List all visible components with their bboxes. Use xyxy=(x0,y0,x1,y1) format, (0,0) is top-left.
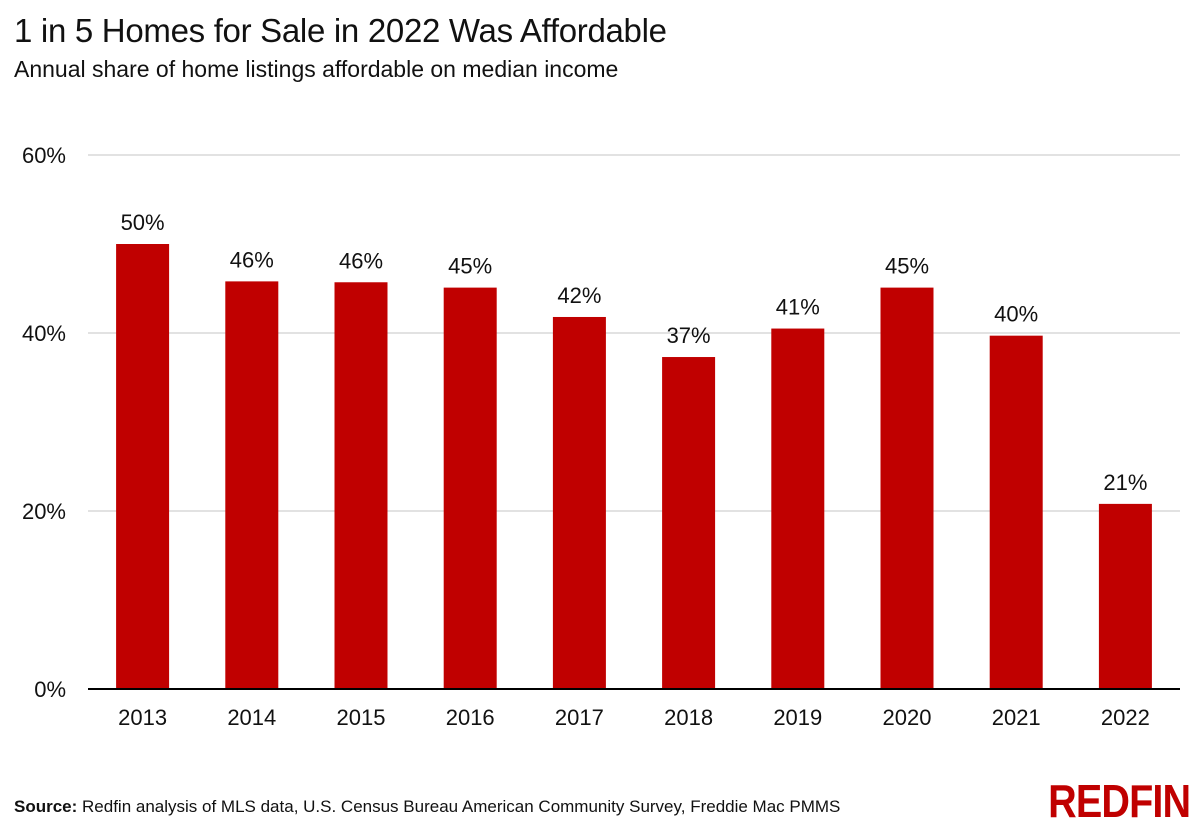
x-tick-label: 2013 xyxy=(118,705,167,730)
data-label: 40% xyxy=(994,302,1038,327)
data-label: 37% xyxy=(667,323,711,348)
data-label: 21% xyxy=(1103,470,1147,495)
bar xyxy=(989,335,1043,689)
y-tick-label: 40% xyxy=(22,321,66,346)
source-label: Source: xyxy=(14,797,78,816)
bar xyxy=(443,287,497,689)
bar xyxy=(662,357,716,689)
x-tick-label: 2019 xyxy=(773,705,822,730)
x-tick-label: 2018 xyxy=(664,705,713,730)
y-tick-label: 20% xyxy=(22,499,66,524)
bar xyxy=(334,282,388,689)
bar xyxy=(1098,503,1152,689)
y-tick-label: 60% xyxy=(22,143,66,168)
redfin-logo: REDFIN xyxy=(1047,775,1191,827)
bar xyxy=(552,316,606,689)
x-tick-label: 2022 xyxy=(1101,705,1150,730)
x-tick-label: 2021 xyxy=(992,705,1041,730)
x-tick-label: 2020 xyxy=(883,705,932,730)
x-tick-label: 2017 xyxy=(555,705,604,730)
data-label: 41% xyxy=(776,295,820,320)
y-tick-label: 0% xyxy=(34,677,66,702)
data-label: 45% xyxy=(885,254,929,279)
data-label: 46% xyxy=(230,247,274,272)
bar-chart: 0% 20% 40% 60% 50% 2013 46% 2014 46% 2015 45% 2016 4… xyxy=(22,143,1180,730)
chart-subtitle: Annual share of home listings affordable… xyxy=(14,56,619,82)
x-tick-label: 2016 xyxy=(446,705,495,730)
source-text: Redfin analysis of MLS data, U.S. Census… xyxy=(77,797,841,816)
x-tick-label: 2014 xyxy=(227,705,276,730)
bar xyxy=(225,281,279,689)
bar xyxy=(880,287,934,689)
chart-title: 1 in 5 Homes for Sale in 2022 Was Afford… xyxy=(14,12,667,49)
data-label: 46% xyxy=(339,248,383,273)
data-label: 50% xyxy=(121,210,165,235)
bar xyxy=(116,244,170,689)
data-label: 42% xyxy=(557,283,601,308)
bar xyxy=(771,328,825,689)
source-note: Source: Redfin analysis of MLS data, U.S… xyxy=(14,797,840,817)
x-tick-label: 2015 xyxy=(337,705,386,730)
data-label: 45% xyxy=(448,254,492,279)
